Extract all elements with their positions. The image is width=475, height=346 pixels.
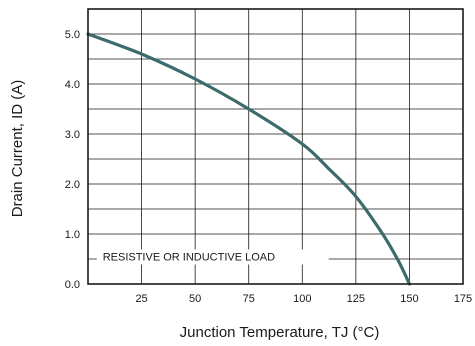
y-tick-label-1.0: 1.0 (65, 229, 80, 241)
x-tick-label-150: 150 (400, 293, 418, 305)
series-layer (86, 32, 412, 286)
plot-frame (87, 8, 464, 285)
x-tick-labels: 25 50 75 100 125 150 175 (135, 293, 472, 305)
series-line-drain-current (86, 32, 412, 286)
x-tick-label-175: 175 (454, 293, 472, 305)
x-axis-label: Junction Temperature, TJ (°C) (180, 324, 380, 341)
y-tick-label-2.0: 2.0 (65, 179, 80, 191)
x-tick-label-100: 100 (293, 293, 311, 305)
y-tick-label-0.0: 0.0 (65, 279, 80, 291)
x-tick-label-25: 25 (135, 293, 147, 305)
y-tick-label-5.0: 5.0 (65, 29, 80, 41)
x-tick-label-125: 125 (347, 293, 365, 305)
x-tick-label-75: 75 (243, 293, 255, 305)
y-tick-label-4.0: 4.0 (65, 79, 80, 91)
x-tick-label-50: 50 (189, 293, 201, 305)
annotation-background (96, 249, 329, 265)
y-axis-label: Drain Current, ID (A) (9, 80, 26, 218)
y-tick-labels: 0.0 1.0 2.0 3.0 4.0 5.0 (65, 29, 80, 291)
y-tick-label-3.0: 3.0 (65, 129, 80, 141)
grid-lines (88, 9, 463, 284)
annotation-resistive-inductive-load: RESISTIVE OR INDUCTIVE LOAD (103, 252, 275, 264)
